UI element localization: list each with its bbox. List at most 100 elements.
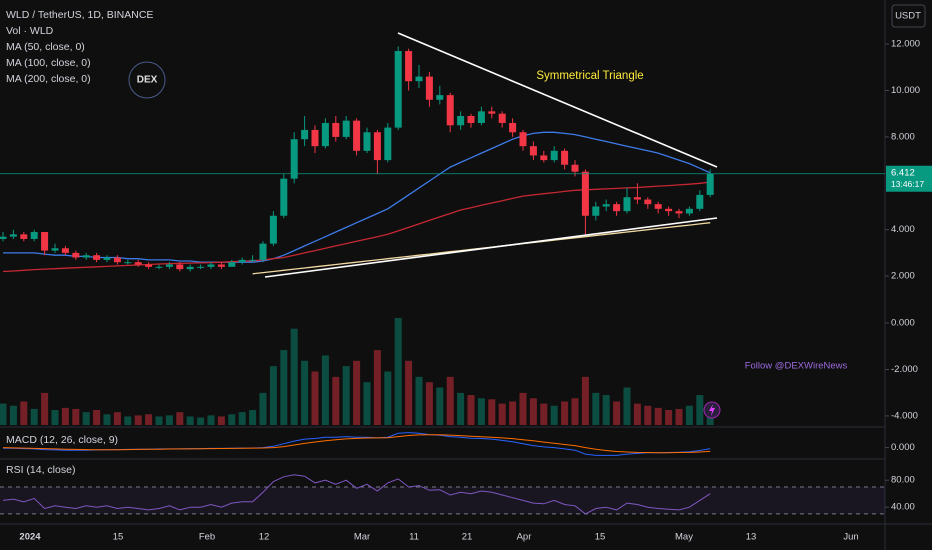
candle-body [311,129,319,147]
volume-bar [384,371,392,425]
volume-bar [41,392,49,425]
volume-bar [425,382,433,425]
candle-body [623,197,631,212]
volume-bar [51,410,59,425]
volume-bar [93,410,101,425]
volume-bar [82,412,90,425]
volume-bar [301,360,309,425]
volume-bar [20,401,28,425]
volume-bar [467,395,475,425]
candle-body [9,234,17,237]
volume-bar [665,410,673,425]
volume-bar [436,387,444,425]
candle-body [238,259,246,263]
candle-body [685,208,693,214]
candle-body [540,155,548,161]
volume-bar [186,416,194,425]
pattern-label: Symmetrical Triangle [536,70,643,82]
legend-entry[interactable]: MA (50, close, 0) [6,41,85,53]
candle-body [602,204,610,207]
candle-body [124,262,132,264]
last-price-label: 6.412 [891,167,915,178]
symbol-label: WLD / TetherUS, 1D, BINANCE [6,9,153,21]
candle-body [61,248,69,253]
currency-button[interactable] [891,4,926,28]
volume-bar [457,392,465,425]
candle-body [498,113,506,123]
volume-bar [602,395,610,425]
candle-body [269,215,277,244]
candle-body [706,173,714,195]
volume-bar [259,392,267,425]
candle-body [72,252,80,258]
volume-bar [238,412,246,425]
volume-bar [249,410,257,425]
volume-bar [581,376,589,425]
x-tick-label: 15 [595,532,606,543]
volume-bar [228,414,236,425]
volume-bar [644,405,652,425]
candle-body [571,164,579,172]
volume-bar [269,366,277,425]
volume-bar [72,408,80,425]
candle-body [82,255,90,258]
x-tick-label: 15 [113,532,124,543]
y-tick-label: 12.000 [891,39,920,50]
candle-body [519,132,527,147]
line [2,474,711,515]
candle-body [145,264,153,267]
volume-label: Vol · WLD [6,25,54,37]
candle-body [249,259,257,261]
candle-body [592,206,600,216]
volume-bar [519,392,527,425]
logo-text: DEX [137,75,158,86]
candle-body [561,150,569,165]
candle-body [290,139,298,179]
y-tick-label: 4.000 [891,224,915,235]
candle-body [373,132,381,161]
candle-body [509,122,517,133]
candle-body [20,234,28,239]
volume-bar [165,415,173,425]
y-tick-label: 10.000 [891,85,920,96]
y-tick-label: 8.000 [891,131,915,142]
candle-body [103,257,111,260]
volume-bar [446,376,454,425]
volume-bar [613,401,621,425]
candle-body [30,232,38,239]
volume-bar [415,376,423,425]
candle-body [228,262,236,267]
alert-icon-bolt [709,404,715,416]
candle-body [665,208,673,212]
volume-bar [561,401,569,425]
legend-entry[interactable]: MA (100, close, 0) [6,57,91,69]
last-price-box [886,165,932,192]
candle-body [342,120,350,137]
volume-bar [155,416,163,425]
y-tick-label: 0.000 [891,318,915,329]
x-tick-label: 2024 [19,532,41,543]
candle-body [467,116,475,123]
trend-line [397,32,718,168]
candle-body [477,111,485,123]
volume-bar [363,382,371,425]
legend-entry[interactable]: MA (200, close, 0) [6,73,91,85]
candle-body [613,204,621,212]
candle-body [384,127,392,161]
candle-body [186,266,194,270]
volume-bar [633,403,641,425]
candle-body [550,150,558,161]
candle-body [93,255,101,260]
candle-body [155,266,163,268]
macd-label[interactable]: MACD (12, 26, close, 9) [6,434,118,446]
rsi-label[interactable]: RSI (14, close) [6,464,75,476]
candle-body [654,204,662,209]
candle-body [41,232,49,251]
candle-body [134,262,142,265]
x-tick-label: Apr [517,532,532,543]
countdown-label: 13:46:17 [891,179,924,189]
x-tick-label: May [675,532,693,543]
volume-bar [509,401,517,425]
